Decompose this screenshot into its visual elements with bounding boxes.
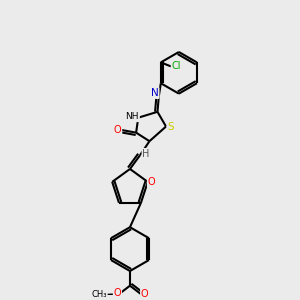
Text: N: N: [151, 88, 159, 98]
Text: CH₃: CH₃: [92, 290, 107, 299]
Text: O: O: [148, 177, 155, 187]
Text: H: H: [142, 149, 150, 159]
Text: S: S: [167, 122, 174, 131]
Text: NH: NH: [126, 112, 139, 122]
Text: Cl: Cl: [172, 61, 181, 71]
Text: O: O: [114, 125, 122, 135]
Text: O: O: [141, 289, 148, 299]
Text: O: O: [114, 288, 121, 298]
